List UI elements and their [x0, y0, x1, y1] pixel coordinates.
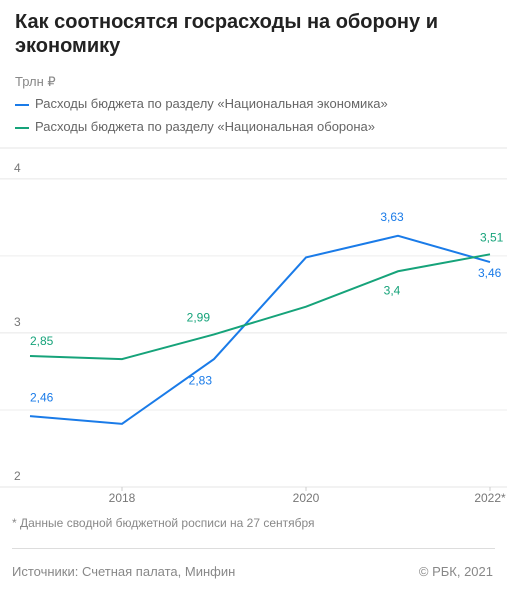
data-label: 3,4: [384, 283, 401, 297]
copyright: © РБК, 2021: [418, 564, 493, 579]
x-tick-label: 2020: [293, 491, 320, 505]
y-axis-label: Трлн ₽: [15, 74, 56, 89]
legend-swatch: [15, 126, 29, 129]
legend-label: Расходы бюджета по разделу «Национальная…: [35, 119, 376, 134]
data-label: 2,83: [189, 373, 213, 387]
data-label: 3,46: [478, 266, 502, 280]
data-label: 2,99: [187, 311, 211, 325]
separator: [12, 548, 495, 549]
x-tick-label: 2022*: [474, 491, 506, 505]
line-series: [29, 234, 491, 425]
legend-item: Расходы бюджета по разделу «Национальная…: [15, 96, 388, 111]
y-tick-label: 4: [14, 161, 21, 175]
legend-swatch: [15, 103, 29, 106]
data-label: 3,51: [480, 230, 504, 244]
y-tick-label: 2: [14, 469, 21, 483]
y-tick-label: 3: [14, 315, 21, 329]
legend-label: Расходы бюджета по разделу «Национальная…: [35, 96, 388, 111]
footnote: * Данные сводной бюджетной росписи на 27…: [12, 516, 315, 530]
data-label: 2,85: [30, 334, 54, 348]
x-tick-label: 2018: [109, 491, 136, 505]
data-label: 2,46: [30, 390, 54, 404]
source: Источники: Счетная палата, Минфин: [12, 564, 236, 579]
chart-title: Как соотносятся госрасходы на оборону и …: [15, 11, 438, 57]
line-series: [29, 253, 491, 361]
data-label: 3,63: [380, 210, 404, 224]
legend-item: Расходы бюджета по разделу «Национальная…: [15, 119, 375, 134]
